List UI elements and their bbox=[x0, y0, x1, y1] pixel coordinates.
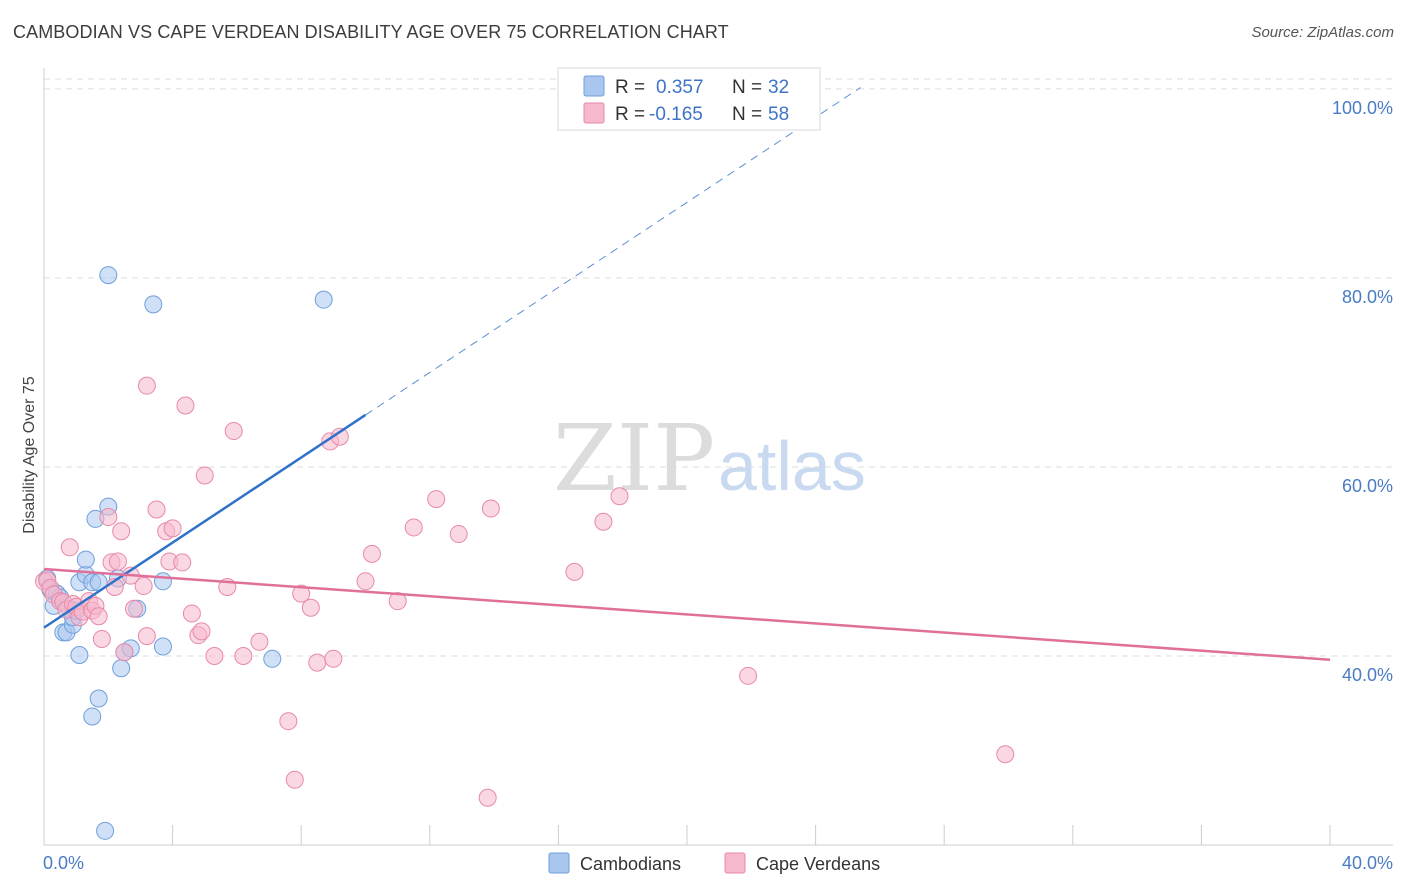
bottom-legend: Cambodians Cape Verdeans bbox=[548, 852, 880, 874]
bottom-legend-swatch-cambodians bbox=[548, 852, 570, 874]
legend-r-label-2: R = bbox=[615, 104, 645, 125]
watermark-atlas: atlas bbox=[718, 427, 866, 505]
cape-verdean-point-31 bbox=[163, 519, 182, 538]
x-tick-label-max: 40.0% bbox=[1342, 853, 1393, 873]
legend-r-label-1: R = bbox=[615, 77, 645, 98]
cape-verdean-point-63 bbox=[996, 745, 1015, 764]
cape-verdean-point-45 bbox=[292, 584, 311, 603]
cambodian-point-32 bbox=[314, 290, 333, 309]
cape-verdean-point-16 bbox=[92, 629, 111, 648]
cape-verdean-point-15 bbox=[89, 607, 108, 626]
legend-swatch-cambodians bbox=[583, 75, 605, 97]
cape-verdean-point-34 bbox=[182, 604, 201, 623]
cambodian-point-16 bbox=[83, 707, 102, 726]
cambodian-point-30 bbox=[153, 637, 172, 656]
cape-verdean-point-62 bbox=[739, 666, 758, 685]
y-tick-label-0: 40.0% bbox=[1342, 665, 1393, 685]
bottom-legend-label-cape-verdeans: Cape Verdeans bbox=[756, 854, 880, 874]
cape-verdean-point-22 bbox=[115, 643, 134, 662]
watermark-zip: ZIP bbox=[553, 405, 715, 512]
axes bbox=[43, 68, 1393, 846]
cape-verdean-point-38 bbox=[205, 646, 224, 665]
cape-verdean-point-28 bbox=[147, 500, 166, 519]
cape-verdean-point-25 bbox=[134, 577, 153, 596]
cambodian-point-29 bbox=[153, 572, 172, 591]
cambodian-trend-line bbox=[43, 413, 367, 629]
cape-verdean-trend-line bbox=[43, 567, 1331, 662]
bottom-legend-swatch-cape-verdeans bbox=[724, 852, 746, 874]
cape-verdean-point-54 bbox=[404, 518, 423, 537]
cambodian-point-12 bbox=[70, 646, 89, 665]
legend: R = 0.357 N = 32 R = -0.165 N = 58 bbox=[557, 67, 821, 131]
cape-verdean-point-41 bbox=[234, 646, 253, 665]
cambodian-point-28 bbox=[144, 295, 163, 314]
cambodian-point-14 bbox=[76, 550, 95, 569]
cape-verdean-point-42 bbox=[250, 632, 269, 651]
legend-n-value-1: 32 bbox=[768, 77, 789, 98]
trend-lines bbox=[43, 87, 1331, 662]
cape-verdean-point-33 bbox=[176, 396, 195, 415]
source-label: Source: ZipAtlas.com bbox=[1251, 24, 1394, 41]
cape-verdean-point-61 bbox=[610, 487, 629, 506]
cape-verdean-point-21 bbox=[112, 522, 131, 541]
cape-verdean-point-20 bbox=[108, 552, 127, 571]
watermark: ZIP atlas bbox=[553, 405, 866, 512]
cape-verdean-point-60 bbox=[594, 512, 613, 531]
x-tick-label-min: 0.0% bbox=[43, 853, 84, 873]
cape-verdean-point-43 bbox=[279, 712, 298, 731]
cambodian-point-24 bbox=[112, 659, 131, 678]
y-axis-label: Disability Age Over 75 bbox=[21, 376, 38, 534]
cape-verdean-point-55 bbox=[427, 490, 446, 509]
cape-verdean-point-52 bbox=[362, 544, 381, 563]
cape-verdean-point-53 bbox=[388, 592, 407, 611]
legend-n-value-2: 58 bbox=[768, 104, 789, 125]
cambodian-point-20 bbox=[96, 821, 115, 840]
cape-verdean-point-56 bbox=[449, 525, 468, 544]
legend-swatch-cape-verdeans bbox=[583, 102, 605, 124]
legend-n-label-2: N = bbox=[732, 104, 762, 125]
chart-title: CAMBODIAN VS CAPE VERDEAN DISABILITY AGE… bbox=[13, 22, 729, 42]
cape-verdean-point-32 bbox=[173, 553, 192, 572]
y-tick-label-2: 80.0% bbox=[1342, 287, 1393, 307]
cambodian-point-22 bbox=[99, 266, 118, 285]
cambodian-point-19 bbox=[89, 689, 108, 708]
y-tick-labels: 40.0% 60.0% 80.0% 100.0% bbox=[1332, 98, 1393, 685]
bottom-legend-label-cambodians: Cambodians bbox=[580, 854, 681, 874]
cape-verdean-point-51 bbox=[356, 572, 375, 591]
data-points bbox=[35, 266, 1015, 840]
cape-verdean-point-59 bbox=[565, 562, 584, 581]
y-tick-label-1: 60.0% bbox=[1342, 476, 1393, 496]
legend-n-label-1: N = bbox=[732, 77, 762, 98]
cape-verdean-point-24 bbox=[125, 599, 144, 618]
cape-verdean-point-40 bbox=[224, 422, 243, 441]
cape-verdean-point-37 bbox=[195, 466, 214, 485]
cape-verdean-point-47 bbox=[308, 653, 327, 672]
legend-r-value-2: -0.165 bbox=[649, 104, 703, 125]
cape-verdean-point-7 bbox=[60, 538, 79, 557]
cape-verdean-point-46 bbox=[301, 598, 320, 617]
cape-verdean-point-26 bbox=[137, 627, 156, 646]
cape-verdean-point-44 bbox=[285, 770, 304, 789]
cape-verdean-point-17 bbox=[99, 508, 118, 527]
cape-verdean-point-57 bbox=[478, 788, 497, 807]
cape-verdean-point-49 bbox=[324, 649, 343, 668]
cape-verdean-point-36 bbox=[192, 622, 211, 641]
cambodian-trend-extension bbox=[365, 87, 861, 416]
y-tick-label-3: 100.0% bbox=[1332, 98, 1393, 118]
grid bbox=[44, 78, 1393, 657]
cambodian-point-31 bbox=[263, 649, 282, 668]
cape-verdean-point-58 bbox=[481, 499, 500, 518]
legend-r-value-1: 0.357 bbox=[656, 77, 704, 98]
cape-verdean-point-27 bbox=[137, 376, 156, 395]
